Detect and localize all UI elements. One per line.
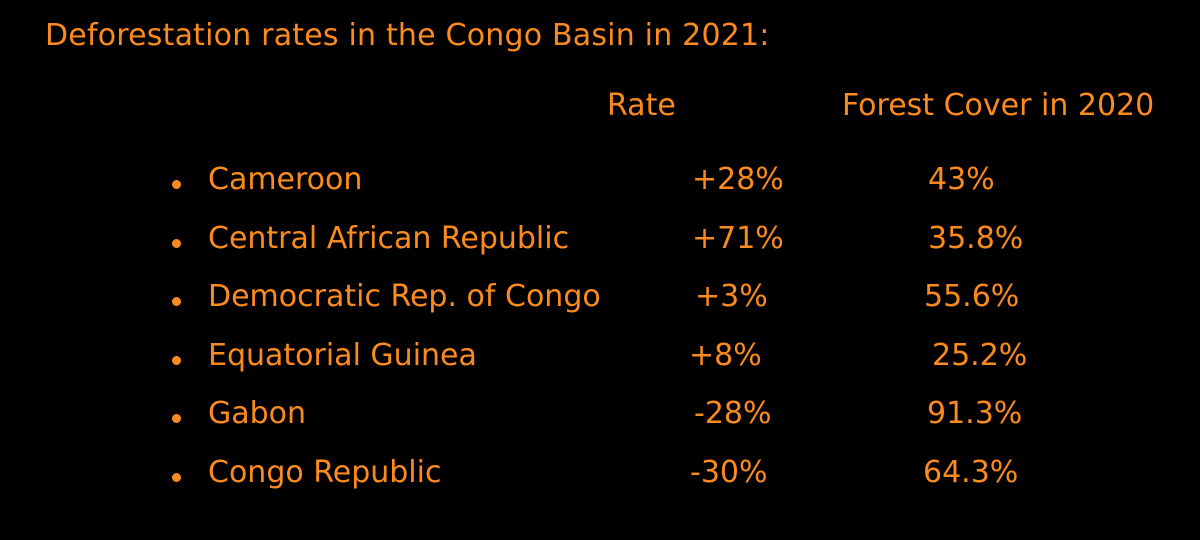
table-row: Democratic Rep. of Congo +3% 55.6%: [0, 275, 1200, 325]
country-label: Central African Republic: [208, 220, 570, 256]
forest-cover-value: 91.3%: [927, 396, 1023, 431]
chart-title: Deforestation rates in the Congo Basin i…: [45, 18, 770, 53]
table-row: Cameroon +28% 43%: [0, 158, 1200, 208]
country-label: Cameroon: [208, 162, 363, 197]
bullet-icon: [172, 355, 181, 365]
bullet-icon: [172, 414, 181, 423]
forest-cover-value: 55.6%: [924, 279, 1020, 314]
bullet-icon: [172, 238, 181, 248]
rate-value: +28%: [692, 162, 784, 197]
bullet-icon: [172, 297, 181, 306]
table-row: Central African Republic +71% 35.8%: [0, 217, 1200, 267]
table-row: Congo Republic -30% 64.3%: [0, 451, 1200, 501]
forest-cover-value: 25.2%: [932, 337, 1028, 373]
rate-value: +8%: [689, 337, 762, 373]
rate-value: -28%: [694, 396, 772, 431]
bullet-icon: [172, 472, 181, 482]
rate-value: -30%: [690, 454, 768, 490]
bullet-icon: [172, 180, 181, 189]
rate-value: +71%: [692, 220, 784, 256]
country-label: Equatorial Guinea: [208, 337, 477, 373]
forest-cover-value: 35.8%: [928, 220, 1024, 256]
forest-cover-value: 43%: [928, 162, 995, 197]
column-header-rate: Rate: [607, 88, 676, 123]
country-label: Democratic Rep. of Congo: [208, 279, 601, 314]
rate-value: +3%: [695, 279, 768, 314]
column-header-forest-cover: Forest Cover in 2020: [842, 88, 1155, 123]
table-row: Equatorial Guinea +8% 25.2%: [0, 334, 1200, 384]
country-label: Congo Republic: [208, 454, 442, 490]
country-label: Gabon: [208, 396, 307, 431]
table-row: Gabon -28% 91.3%: [0, 392, 1200, 442]
forest-cover-value: 64.3%: [923, 454, 1019, 490]
